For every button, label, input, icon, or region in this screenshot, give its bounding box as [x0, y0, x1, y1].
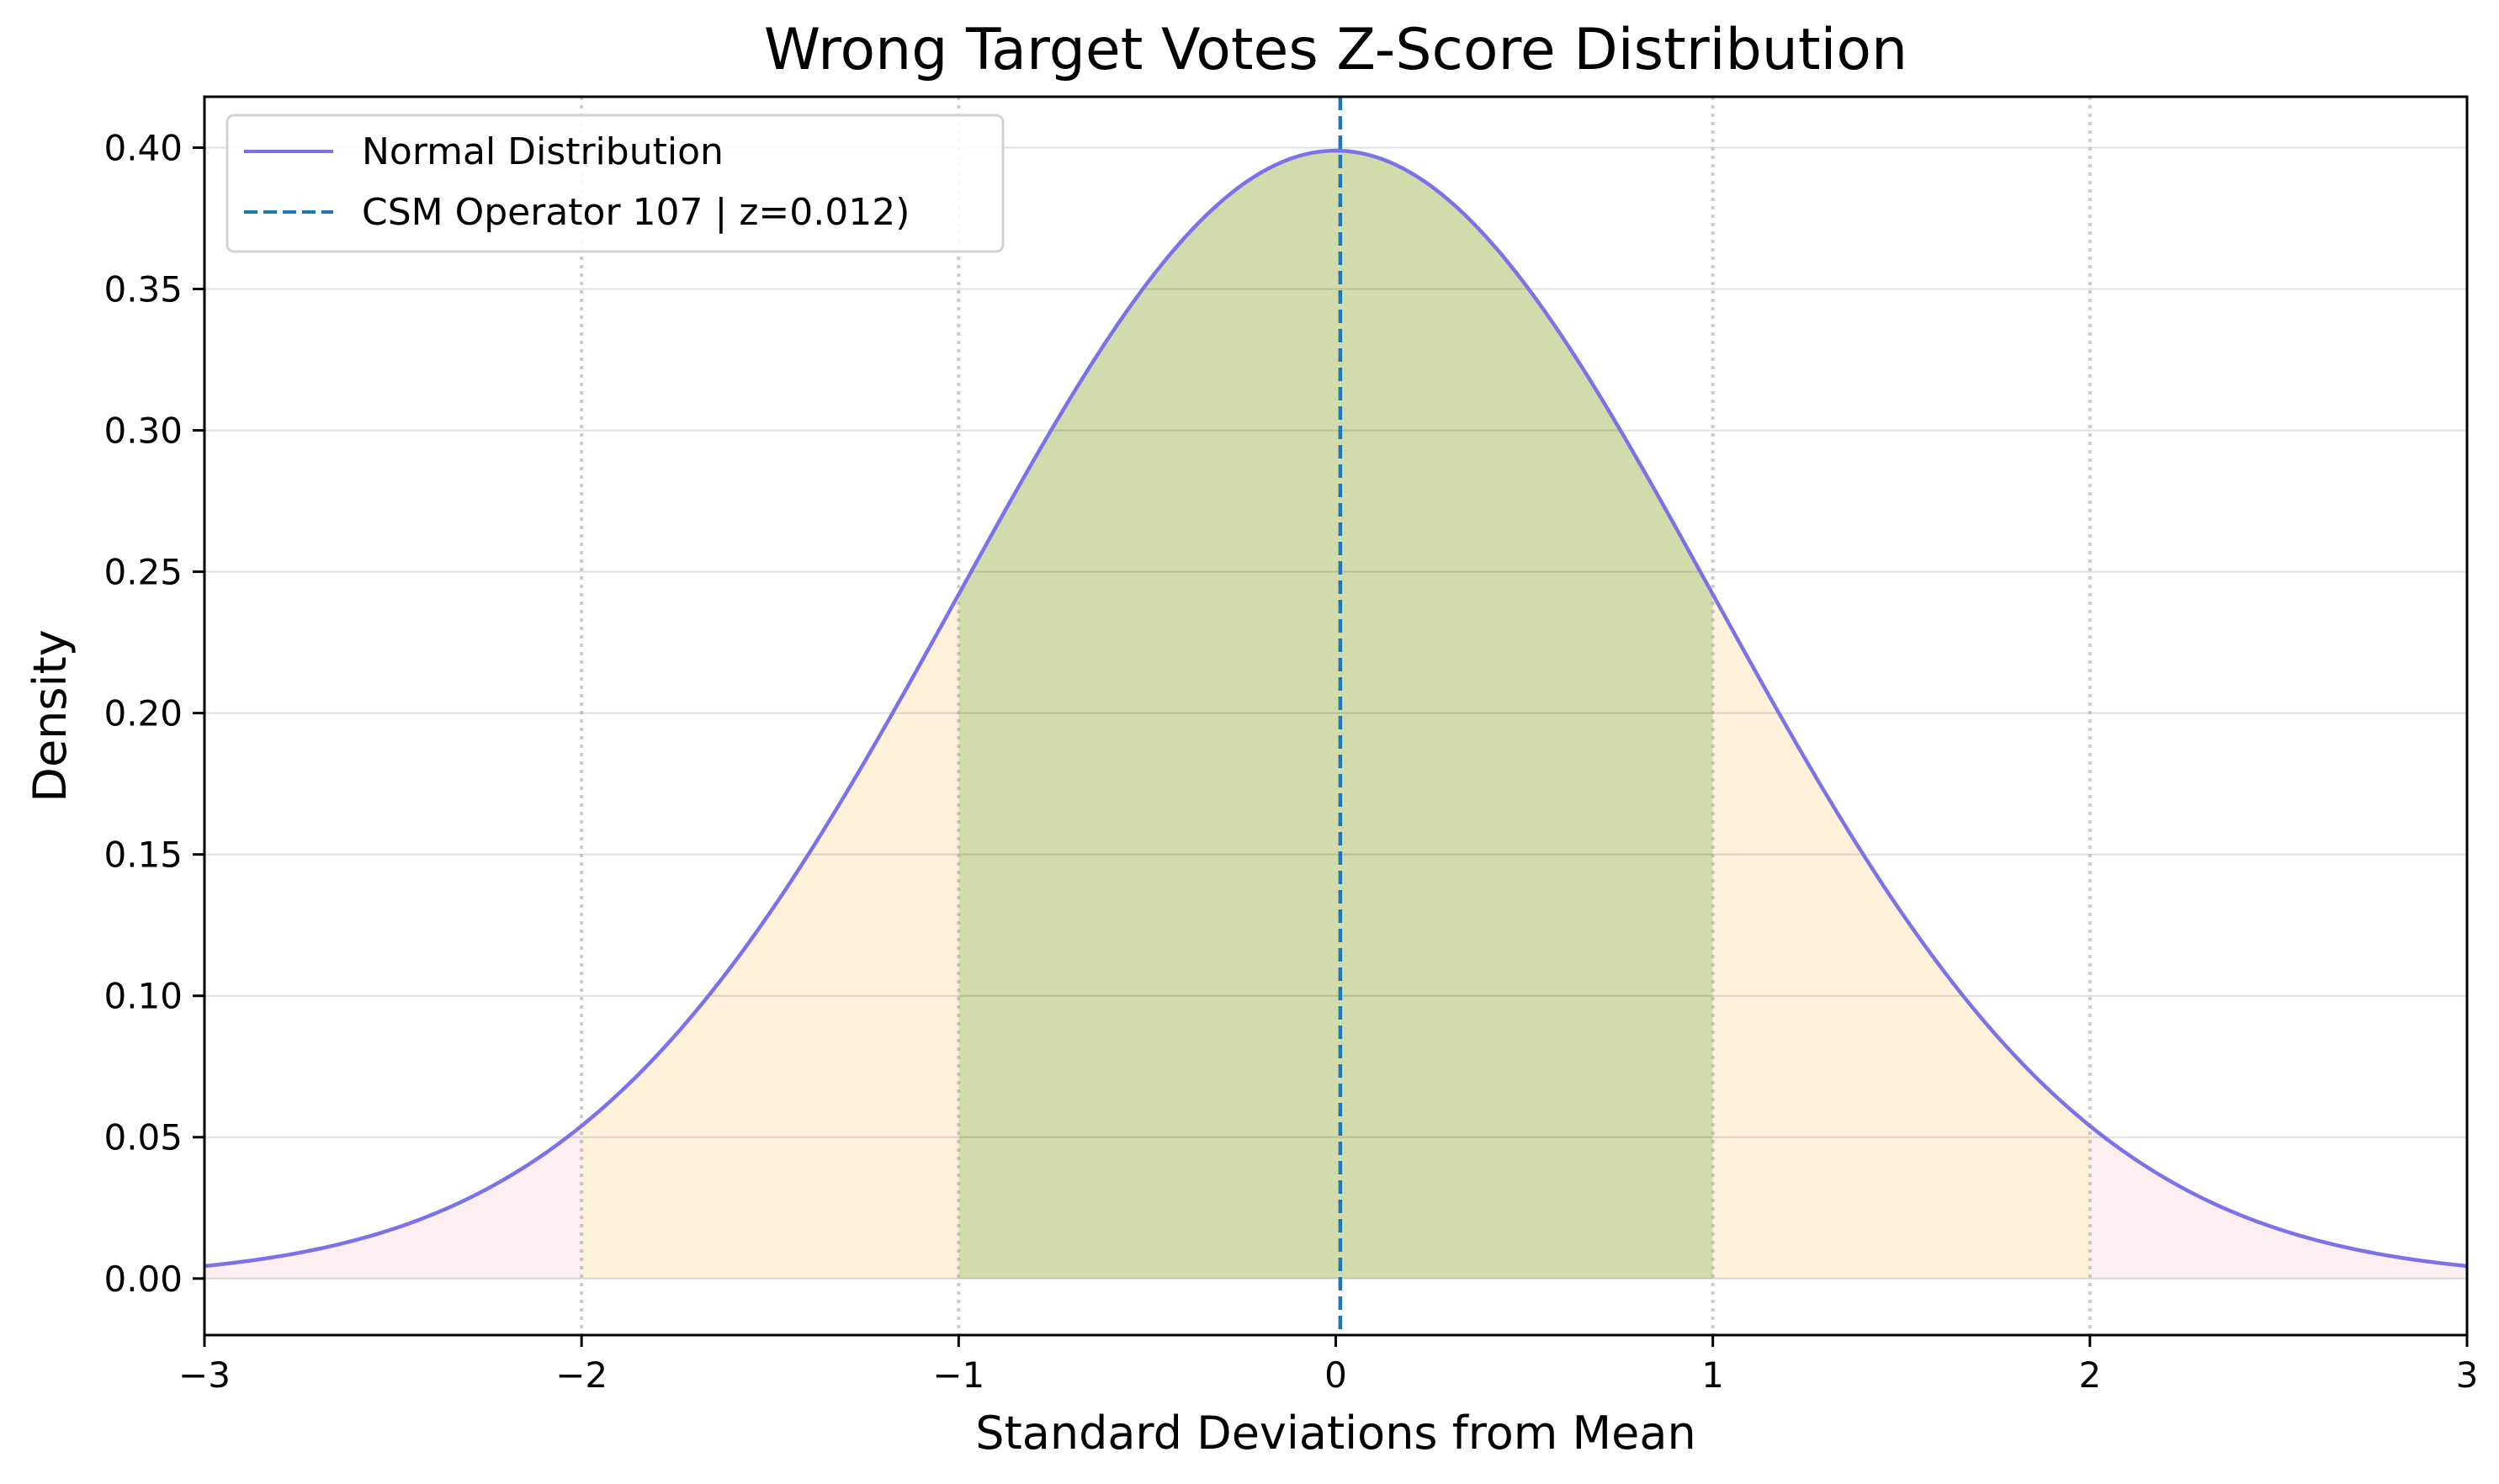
legend-box — [225, 114, 1005, 253]
shaded-regions — [204, 151, 2467, 1279]
x-tick-label: −2 — [555, 1354, 608, 1396]
y-tick-label: 0.10 — [103, 976, 183, 1017]
y-axis-label: Density — [24, 629, 77, 802]
y-tick-label: 0.00 — [103, 1259, 183, 1300]
x-tick-label: 1 — [1701, 1354, 1724, 1396]
y-tick-label: 0.30 — [103, 411, 183, 452]
shaded-region-0 — [204, 1126, 582, 1279]
x-tick-label: 0 — [1324, 1354, 1347, 1396]
shaded-region-4 — [2089, 1126, 2467, 1279]
y-tick-label: 0.05 — [103, 1117, 183, 1158]
y-tick-label: 0.25 — [103, 552, 183, 593]
ticks: −3 −2 −1 0 1 2 3 0.00 0.05 0.10 0.15 0.20 0.25 0.30 0.… — [103, 127, 2478, 1396]
x-axis-label: Standard Deviations from Mean — [975, 1407, 1695, 1460]
x-tick-label: −1 — [932, 1354, 984, 1396]
y-tick-label: 0.35 — [103, 269, 183, 310]
y-tick-label: 0.15 — [103, 835, 183, 876]
x-tick-label: 3 — [2456, 1354, 2479, 1396]
y-tick-label: 0.20 — [103, 693, 183, 734]
grid — [204, 146, 2467, 1280]
shaded-region-2 — [958, 151, 1713, 1279]
legend-label-operator: CSM Operator 107 | z=0.012) — [362, 191, 910, 234]
normal-distribution-line — [204, 148, 2468, 1269]
series-layer — [204, 97, 2468, 1335]
legend-label-normal: Normal Distribution — [362, 130, 724, 173]
legend: Normal Distribution CSM Operator 107 | z… — [225, 114, 1005, 253]
y-tick-label: 0.40 — [103, 127, 183, 168]
x-tick-label: −3 — [178, 1354, 231, 1396]
x-tick-label: 2 — [2078, 1354, 2101, 1396]
chart-title: Wrong Target Votes Z-Score Distribution — [764, 17, 1907, 83]
